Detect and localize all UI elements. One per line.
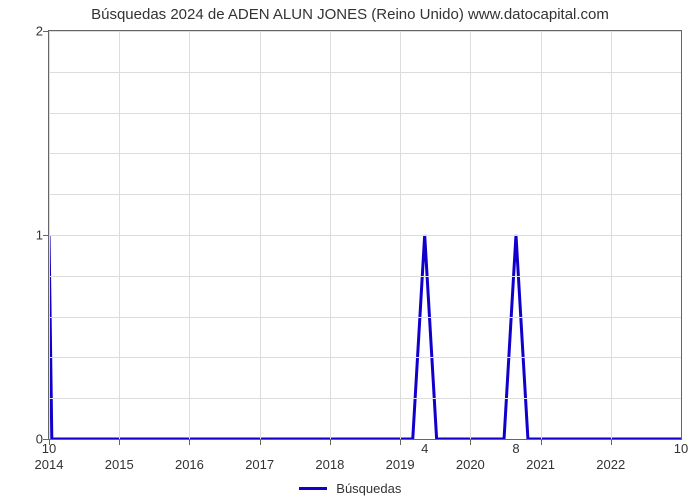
x-tick-mark (611, 439, 612, 445)
x-tick-secondary-label: 4 (421, 441, 428, 456)
x-tick-label: 2021 (526, 457, 555, 472)
y-tick-mark (43, 439, 49, 440)
gridline-horizontal-minor (49, 72, 681, 73)
x-tick-mark (260, 439, 261, 445)
y-tick-label: 2 (36, 24, 43, 39)
gridline-horizontal-minor (49, 357, 681, 358)
gridline-horizontal-minor (49, 317, 681, 318)
y-tick-label: 1 (36, 228, 43, 243)
x-tick-mark (189, 439, 190, 445)
gridline-horizontal-minor (49, 398, 681, 399)
legend-swatch (299, 487, 327, 490)
x-tick-mark (400, 439, 401, 445)
x-tick-mark (119, 439, 120, 445)
x-tick-label: 2016 (175, 457, 204, 472)
chart-container: Búsquedas 2024 de ADEN ALUN JONES (Reino… (0, 0, 700, 500)
gridline-horizontal (49, 235, 681, 236)
x-tick-label: 2015 (105, 457, 134, 472)
x-tick-label: 2017 (245, 457, 274, 472)
x-tick-label: 2020 (456, 457, 485, 472)
plot-area: 2014201520162017201820192020202120221048… (48, 30, 682, 440)
x-tick-secondary-label: 10 (674, 441, 688, 456)
x-tick-label: 2018 (315, 457, 344, 472)
gridline-horizontal-minor (49, 153, 681, 154)
x-tick-label: 2022 (596, 457, 625, 472)
x-tick-mark (470, 439, 471, 445)
chart-title: Búsquedas 2024 de ADEN ALUN JONES (Reino… (0, 6, 700, 23)
x-tick-mark (330, 439, 331, 445)
gridline-horizontal-minor (49, 276, 681, 277)
x-tick-secondary-label: 8 (512, 441, 519, 456)
legend: Búsquedas (0, 480, 700, 496)
y-tick-label: 0 (36, 432, 43, 447)
legend-label: Búsquedas (336, 481, 401, 496)
gridline-horizontal-minor (49, 113, 681, 114)
gridline-horizontal (49, 31, 681, 32)
x-tick-mark (541, 439, 542, 445)
x-tick-secondary-label: 10 (42, 441, 56, 456)
x-tick-label: 2019 (386, 457, 415, 472)
x-tick-label: 2014 (35, 457, 64, 472)
gridline-horizontal-minor (49, 194, 681, 195)
